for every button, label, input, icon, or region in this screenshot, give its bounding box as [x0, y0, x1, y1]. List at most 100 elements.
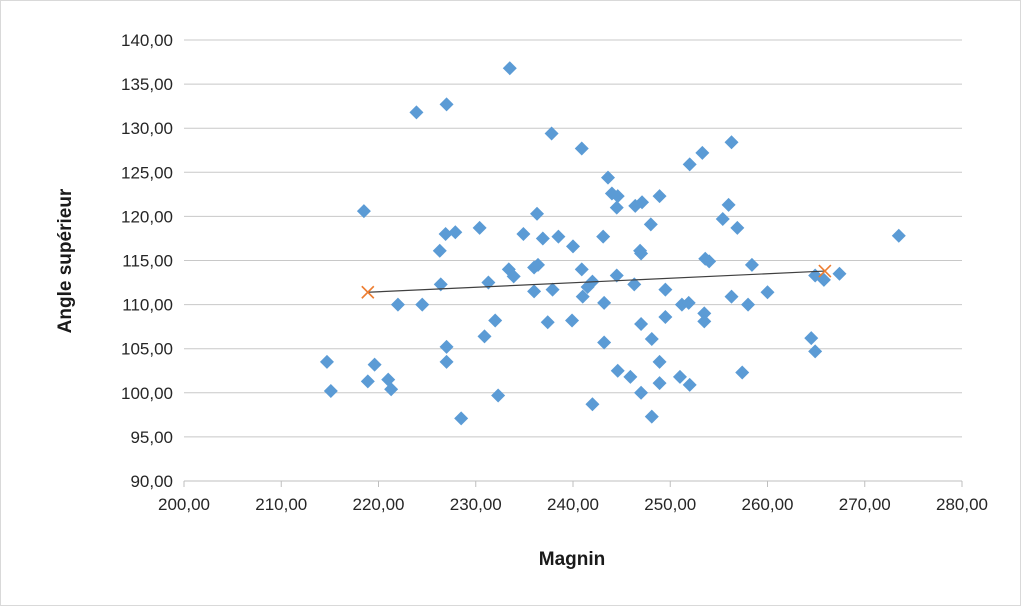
- data-point-90: [808, 344, 823, 359]
- data-point-74: [695, 145, 710, 160]
- data-point-52: [610, 363, 625, 378]
- y-tick-label: 120,00: [121, 207, 173, 226]
- data-point-40: [575, 289, 590, 304]
- data-point-37: [566, 239, 580, 254]
- data-point-4: [367, 357, 382, 372]
- data-point-81: [724, 135, 739, 150]
- data-point-38: [574, 141, 589, 156]
- y-tick-label: 90,00: [130, 472, 173, 491]
- data-point-2: [356, 204, 371, 219]
- x-tick-label: 210,00: [255, 495, 307, 514]
- data-point-12: [438, 227, 453, 242]
- data-point-19: [477, 329, 492, 344]
- x-tick-label: 260,00: [742, 495, 794, 514]
- data-point-23: [502, 61, 517, 76]
- trendline-group: [361, 264, 832, 299]
- gridlines: [184, 39, 962, 482]
- data-point-18: [472, 220, 487, 235]
- data-point-34: [545, 282, 560, 297]
- trendline-end-marker: [818, 264, 832, 278]
- data-point-17: [454, 411, 469, 426]
- data-point-29: [530, 206, 545, 221]
- data-point-1: [323, 384, 338, 399]
- data-point-6: [384, 382, 399, 397]
- data-point-51: [610, 189, 625, 204]
- y-axis-title: Angle supérieur: [55, 188, 76, 333]
- data-point-11: [433, 277, 448, 292]
- data-point-75: [697, 306, 712, 321]
- data-point-62: [644, 331, 659, 346]
- data-point-9: [415, 297, 430, 312]
- trendline: [367, 270, 825, 293]
- data-point-72: [682, 157, 697, 172]
- data-point-25: [506, 269, 521, 284]
- data-point-36: [565, 313, 580, 328]
- y-tick-label: 100,00: [121, 384, 173, 403]
- y-axis-ticks: 90,00 95,00 100,00 105,00 110,00 115,00 120,00…: [121, 31, 173, 491]
- data-point-31: [535, 231, 550, 246]
- data-point-46: [597, 335, 612, 350]
- data-point-93: [891, 228, 906, 243]
- data-point-60: [634, 246, 649, 261]
- data-point-57: [634, 317, 649, 332]
- x-tick-label: 270,00: [839, 495, 891, 514]
- x-axis-title: Magnin: [539, 549, 606, 570]
- data-point-87: [760, 285, 775, 300]
- data-point-69: [672, 369, 687, 384]
- data-point-53: [623, 369, 638, 384]
- data-point-63: [644, 409, 659, 424]
- data-point-14: [439, 339, 454, 354]
- data-point-73: [682, 377, 697, 392]
- x-tick-label: 240,00: [547, 495, 599, 514]
- x-tick-label: 280,00: [936, 495, 988, 514]
- data-point-82: [724, 289, 739, 304]
- y-tick-label: 105,00: [121, 340, 173, 359]
- data-point-61: [643, 217, 658, 232]
- data-point-28: [527, 284, 542, 299]
- data-point-22: [491, 388, 506, 403]
- x-axis-ticks: 200,00 210,00 220,00 230,00 240,00 250,00 260,…: [158, 481, 988, 514]
- data-points: [319, 61, 906, 426]
- data-point-85: [741, 297, 756, 312]
- data-point-67: [658, 282, 673, 297]
- data-point-10: [432, 243, 447, 258]
- data-point-13: [439, 97, 454, 112]
- trendline-start-marker: [361, 285, 375, 299]
- data-point-65: [652, 354, 667, 369]
- data-point-76: [697, 314, 712, 329]
- data-point-79: [715, 212, 730, 227]
- data-point-59: [635, 195, 650, 210]
- data-point-80: [721, 197, 736, 212]
- data-point-86: [744, 257, 759, 272]
- x-tick-label: 200,00: [158, 495, 210, 514]
- data-point-66: [652, 376, 667, 391]
- data-point-44: [596, 229, 611, 244]
- data-point-21: [488, 313, 503, 328]
- data-point-78: [702, 254, 717, 269]
- x-tick-label: 230,00: [450, 495, 502, 514]
- data-point-39: [574, 262, 589, 277]
- y-tick-label: 95,00: [130, 428, 173, 447]
- data-point-68: [658, 309, 673, 324]
- data-point-71: [681, 295, 696, 310]
- y-tick-label: 135,00: [121, 75, 173, 94]
- data-point-7: [390, 297, 405, 312]
- x-tick-label: 250,00: [644, 495, 696, 514]
- data-point-26: [516, 227, 531, 242]
- data-point-92: [832, 266, 847, 281]
- x-tick-label: 220,00: [353, 495, 405, 514]
- data-point-35: [551, 229, 566, 244]
- data-point-83: [730, 220, 745, 235]
- data-point-54: [627, 277, 642, 292]
- y-tick-label: 130,00: [121, 119, 173, 138]
- data-point-3: [360, 374, 375, 389]
- data-point-32: [540, 315, 555, 330]
- data-point-50: [609, 268, 624, 283]
- data-point-8: [409, 105, 424, 120]
- data-point-88: [804, 331, 819, 346]
- data-point-43: [585, 397, 600, 412]
- data-point-64: [652, 189, 667, 204]
- y-tick-label: 125,00: [121, 163, 173, 182]
- data-point-15: [439, 354, 454, 369]
